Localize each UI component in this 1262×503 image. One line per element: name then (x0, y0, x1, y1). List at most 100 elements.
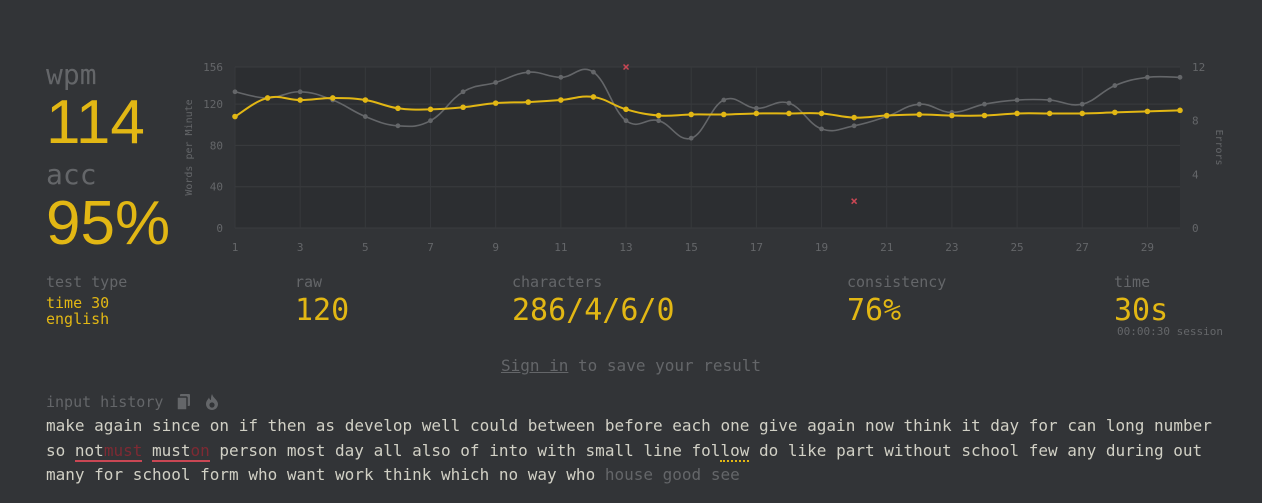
history-word: of (460, 440, 480, 460)
series-point-raw (1079, 101, 1085, 107)
history-word: again (94, 416, 143, 435)
wpm-label: wpm (46, 58, 97, 91)
consistency-label: consistency (847, 273, 947, 291)
series-point-raw (395, 123, 401, 129)
history-word: think (383, 465, 432, 484)
series-point-raw (982, 101, 987, 107)
history-word: since (151, 416, 201, 435)
history-word: give (758, 416, 798, 435)
history-word: way (527, 465, 557, 484)
history-word: can (1067, 416, 1097, 435)
x-tick-label: 27 (1076, 241, 1089, 254)
history-word: no (498, 465, 519, 484)
x-tick-label: 29 (1141, 241, 1154, 254)
history-word: for (1028, 416, 1058, 435)
series-point-wpm (1144, 108, 1151, 115)
y-tick-label: 0 (216, 222, 223, 235)
series-point-raw (362, 114, 368, 119)
series-point-wpm (786, 110, 792, 117)
signin-rest: to save your result (568, 356, 762, 375)
history-word: into (489, 440, 528, 460)
input-history-header: input history (46, 393, 219, 411)
input-history-words: make again since on if then as develop w… (46, 414, 1246, 488)
history-word: number (1154, 416, 1212, 435)
history-word: do (758, 440, 779, 460)
series-point-wpm (981, 112, 988, 119)
flame-icon[interactable] (205, 394, 219, 410)
series-point-raw (623, 118, 629, 124)
history-word: develop (344, 416, 413, 435)
series-point-raw (558, 74, 564, 80)
history-word: day (335, 440, 364, 460)
history-word: well (421, 416, 461, 435)
test-type-mode[interactable]: time 30 (46, 294, 110, 312)
y2-tick-label: 0 (1192, 222, 1199, 235)
x-tick-label: 3 (297, 241, 304, 254)
error-marker (851, 198, 858, 205)
series-point-raw (428, 118, 433, 124)
history-word: day (990, 416, 1020, 435)
history-word: as (315, 416, 336, 435)
x-tick-label: 25 (1010, 241, 1023, 254)
time-label: time (1114, 273, 1151, 291)
series-line-wpm (234, 95, 1181, 119)
history-word: school (132, 465, 191, 484)
history-word: form (200, 465, 239, 484)
characters-value: 286/4/6/0 (512, 293, 675, 328)
history-word: like (787, 440, 827, 460)
history-word: who (566, 465, 596, 484)
history-word: make (46, 416, 85, 435)
series-point-wpm (1177, 107, 1183, 114)
history-line: make again since on if then as develop w… (46, 414, 1246, 439)
consistency-value: 76% (847, 293, 902, 328)
series-point-wpm (525, 99, 532, 105)
series-point-wpm (753, 110, 760, 117)
history-word: again (807, 416, 856, 435)
series-point-raw (1014, 97, 1020, 103)
series-point-raw (1145, 74, 1150, 80)
series-point-wpm (329, 95, 336, 101)
copy-icon[interactable] (177, 394, 191, 410)
y-tick-label: 80 (210, 139, 223, 152)
y2-tick-label: 8 (1192, 115, 1199, 128)
series-point-raw (688, 135, 694, 141)
history-word: could (469, 416, 519, 435)
series-point-wpm (264, 95, 271, 101)
history-word: most (286, 440, 326, 460)
series-point-wpm (655, 112, 662, 119)
x-tick-label: 9 (492, 241, 499, 254)
series-point-wpm (1046, 110, 1053, 117)
y-tick-label: 156 (203, 61, 223, 74)
history-word: person (219, 440, 278, 460)
signin-link[interactable]: Sign in (500, 356, 569, 375)
y2-axis-title: Errors (1213, 129, 1224, 165)
history-line: so notmust muston person most day all al… (46, 439, 1246, 464)
y-tick-label: 120 (203, 98, 223, 111)
error-marker (623, 63, 630, 71)
x-tick-label: 1 (232, 241, 239, 254)
y2-tick-label: 12 (1192, 61, 1205, 74)
history-word: line (643, 440, 682, 460)
series-point-wpm (427, 106, 434, 113)
history-word: during (1105, 440, 1164, 460)
history-word: school (961, 440, 1020, 460)
series-point-raw (819, 126, 824, 132)
input-history-label: input history (46, 393, 164, 411)
series-point-raw (721, 97, 727, 103)
test-type-language[interactable]: english (46, 310, 110, 328)
series-point-raw (1177, 74, 1183, 80)
series-line-raw (234, 68, 1181, 140)
test-type-label: test type (46, 273, 128, 291)
series-point-wpm (590, 94, 597, 100)
history-word: out (1173, 440, 1203, 460)
history-word: then (267, 416, 307, 435)
series-point-wpm (362, 97, 369, 103)
series-point-wpm (883, 112, 890, 119)
series-point-wpm (395, 105, 401, 112)
history-word: muston (151, 440, 210, 462)
series-point-raw (525, 69, 531, 75)
x-tick-label: 15 (685, 241, 698, 254)
series-point-wpm (916, 111, 923, 118)
history-word: without (884, 440, 952, 460)
